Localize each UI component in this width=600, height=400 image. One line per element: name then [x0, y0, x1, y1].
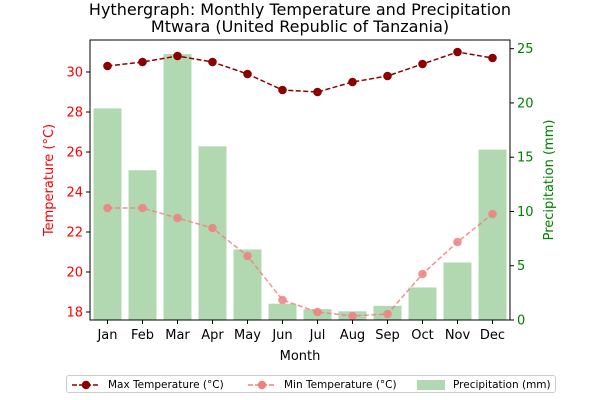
precip-bar-nov: [443, 262, 472, 320]
max-temp-point-dec: [488, 53, 497, 63]
x-tick-label: Nov: [445, 328, 471, 343]
precip-bar-dec: [478, 149, 507, 320]
chart-title: Hythergraph: Monthly Temperature and Pre…: [89, 0, 511, 19]
max-temp-point-jan: [103, 61, 112, 71]
legend-min-label: Min Temperature (°C): [284, 378, 397, 391]
x-tick-label: Apr: [201, 328, 224, 343]
min-temp-point-sep: [383, 309, 392, 319]
x-tick-label: Oct: [411, 328, 433, 343]
max-temp-line: [107, 51, 493, 93]
legend-precip-swatch: [417, 379, 445, 390]
legend-max-label: Max Temperature (°C): [108, 378, 224, 391]
y-left-tick-label: 28: [66, 106, 83, 121]
max-temp-point-oct: [418, 59, 427, 69]
max-temp-point-may: [243, 69, 252, 79]
x-tick-label: Feb: [131, 328, 154, 343]
precip-bar-jan: [93, 108, 122, 321]
min-temp-point-feb: [138, 203, 147, 213]
y-right-tick-label: 20: [517, 96, 534, 111]
y-left-tick-label: 24: [66, 186, 83, 201]
precip-bar-mar: [163, 54, 192, 321]
x-tick-label: Jan: [96, 328, 117, 343]
x-tick-label: Jun: [271, 328, 292, 343]
precip-bar-jun: [268, 303, 297, 320]
chart-subtitle: Mtwara (United Republic of Tanzania): [151, 17, 449, 36]
max-temp-point-aug: [348, 77, 357, 87]
precip-bar-oct: [408, 287, 437, 320]
max-temp-point-jul: [313, 87, 322, 97]
min-temp-line: [107, 207, 493, 317]
x-tick-label: Jul: [309, 328, 326, 343]
y-left-tick-label: 22: [66, 226, 83, 241]
x-tick-label: Dec: [480, 328, 505, 343]
y-axis-left-label: Temperature (°C): [42, 124, 57, 237]
legend-precip-label: Precipitation (mm): [453, 378, 551, 391]
precip-bar-may: [233, 249, 262, 320]
max-temp-point-feb: [138, 57, 147, 67]
min-temp-point-aug: [348, 311, 357, 321]
legend-max-swatch: [72, 380, 100, 389]
max-temp-point-nov: [453, 47, 462, 57]
x-tick-label: Mar: [165, 328, 190, 343]
y-axis-right-label: Precipitation (mm): [542, 120, 557, 241]
y-right-tick-label: 0: [517, 314, 525, 329]
min-temp-point-mar: [173, 213, 182, 223]
y-left-tick-label: 18: [66, 306, 83, 321]
min-temp-point-nov: [453, 237, 462, 247]
x-tick-label: Sep: [375, 328, 400, 343]
legend-item-min: Min Temperature (°C): [248, 377, 397, 392]
max-temp-point-jun: [278, 85, 287, 95]
x-axis-label: Month: [280, 349, 321, 364]
x-tick-label: May: [234, 328, 261, 343]
legend-item-max: Max Temperature (°C): [72, 377, 224, 392]
max-temp-point-mar: [173, 51, 182, 61]
plot-frame: [89, 39, 511, 321]
y-left-tick-label: 26: [66, 146, 83, 161]
min-temp-point-jan: [103, 203, 112, 213]
y-right-tick-label: 5: [517, 259, 525, 274]
legend-item-precip: Precipitation (mm): [417, 377, 551, 392]
legend: Max Temperature (°C) Min Temperature (°C…: [66, 375, 556, 393]
legend-min-swatch: [248, 380, 276, 389]
min-temp-point-jun: [278, 295, 287, 305]
precip-bar-feb: [128, 170, 157, 320]
min-temp-point-oct: [418, 269, 427, 279]
precip-bar-apr: [198, 146, 227, 320]
y-left-tick-label: 30: [66, 66, 83, 81]
min-temp-point-may: [243, 251, 252, 261]
y-left-tick-label: 20: [66, 266, 83, 281]
min-temp-point-dec: [488, 209, 497, 219]
y-right-tick-label: 25: [517, 42, 534, 57]
min-temp-point-apr: [208, 223, 217, 233]
max-temp-point-sep: [383, 71, 392, 81]
max-temp-point-apr: [208, 57, 217, 67]
x-tick-label: Aug: [340, 328, 365, 343]
y-right-tick-label: 10: [517, 205, 534, 220]
min-temp-point-jul: [313, 307, 322, 317]
y-right-tick-label: 15: [517, 151, 534, 166]
